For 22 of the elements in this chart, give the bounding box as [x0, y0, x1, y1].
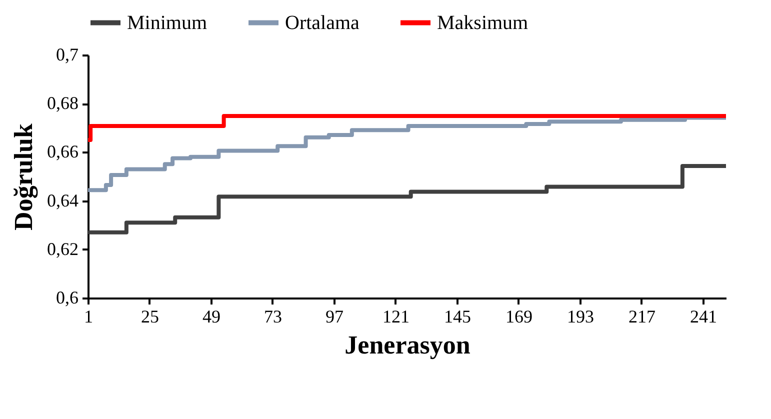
legend-label: Maksimum [437, 12, 529, 34]
x-tick-label: 97 [325, 306, 344, 326]
x-tick-label: 217 [628, 306, 656, 326]
y-tick-label: 0,68 [47, 93, 78, 114]
x-tick-label: 241 [690, 306, 717, 326]
x-tick-label: 25 [140, 306, 159, 326]
y-tick-label: 0,62 [47, 238, 78, 259]
legend-label: Minimum [127, 12, 208, 34]
x-tick-label: 1 [84, 306, 93, 326]
x-tick-label: 49 [202, 306, 220, 326]
y-tick-label: 0,66 [47, 142, 78, 162]
x-tick-label: 121 [382, 306, 410, 326]
x-tick-label: 193 [566, 306, 594, 326]
x-tick-label: 73 [264, 306, 282, 326]
y-axis-title: Doğruluk [9, 123, 38, 230]
x-axis-title: Jenerasyon [344, 330, 471, 360]
x-tick-label: 169 [505, 306, 532, 326]
y-tick-label: 0,7 [56, 44, 78, 64]
legend-label: Ortalama [285, 12, 360, 34]
x-tick-label: 145 [444, 306, 471, 326]
y-tick-label: 0,64 [47, 190, 78, 210]
y-tick-label: 0,6 [56, 288, 78, 308]
